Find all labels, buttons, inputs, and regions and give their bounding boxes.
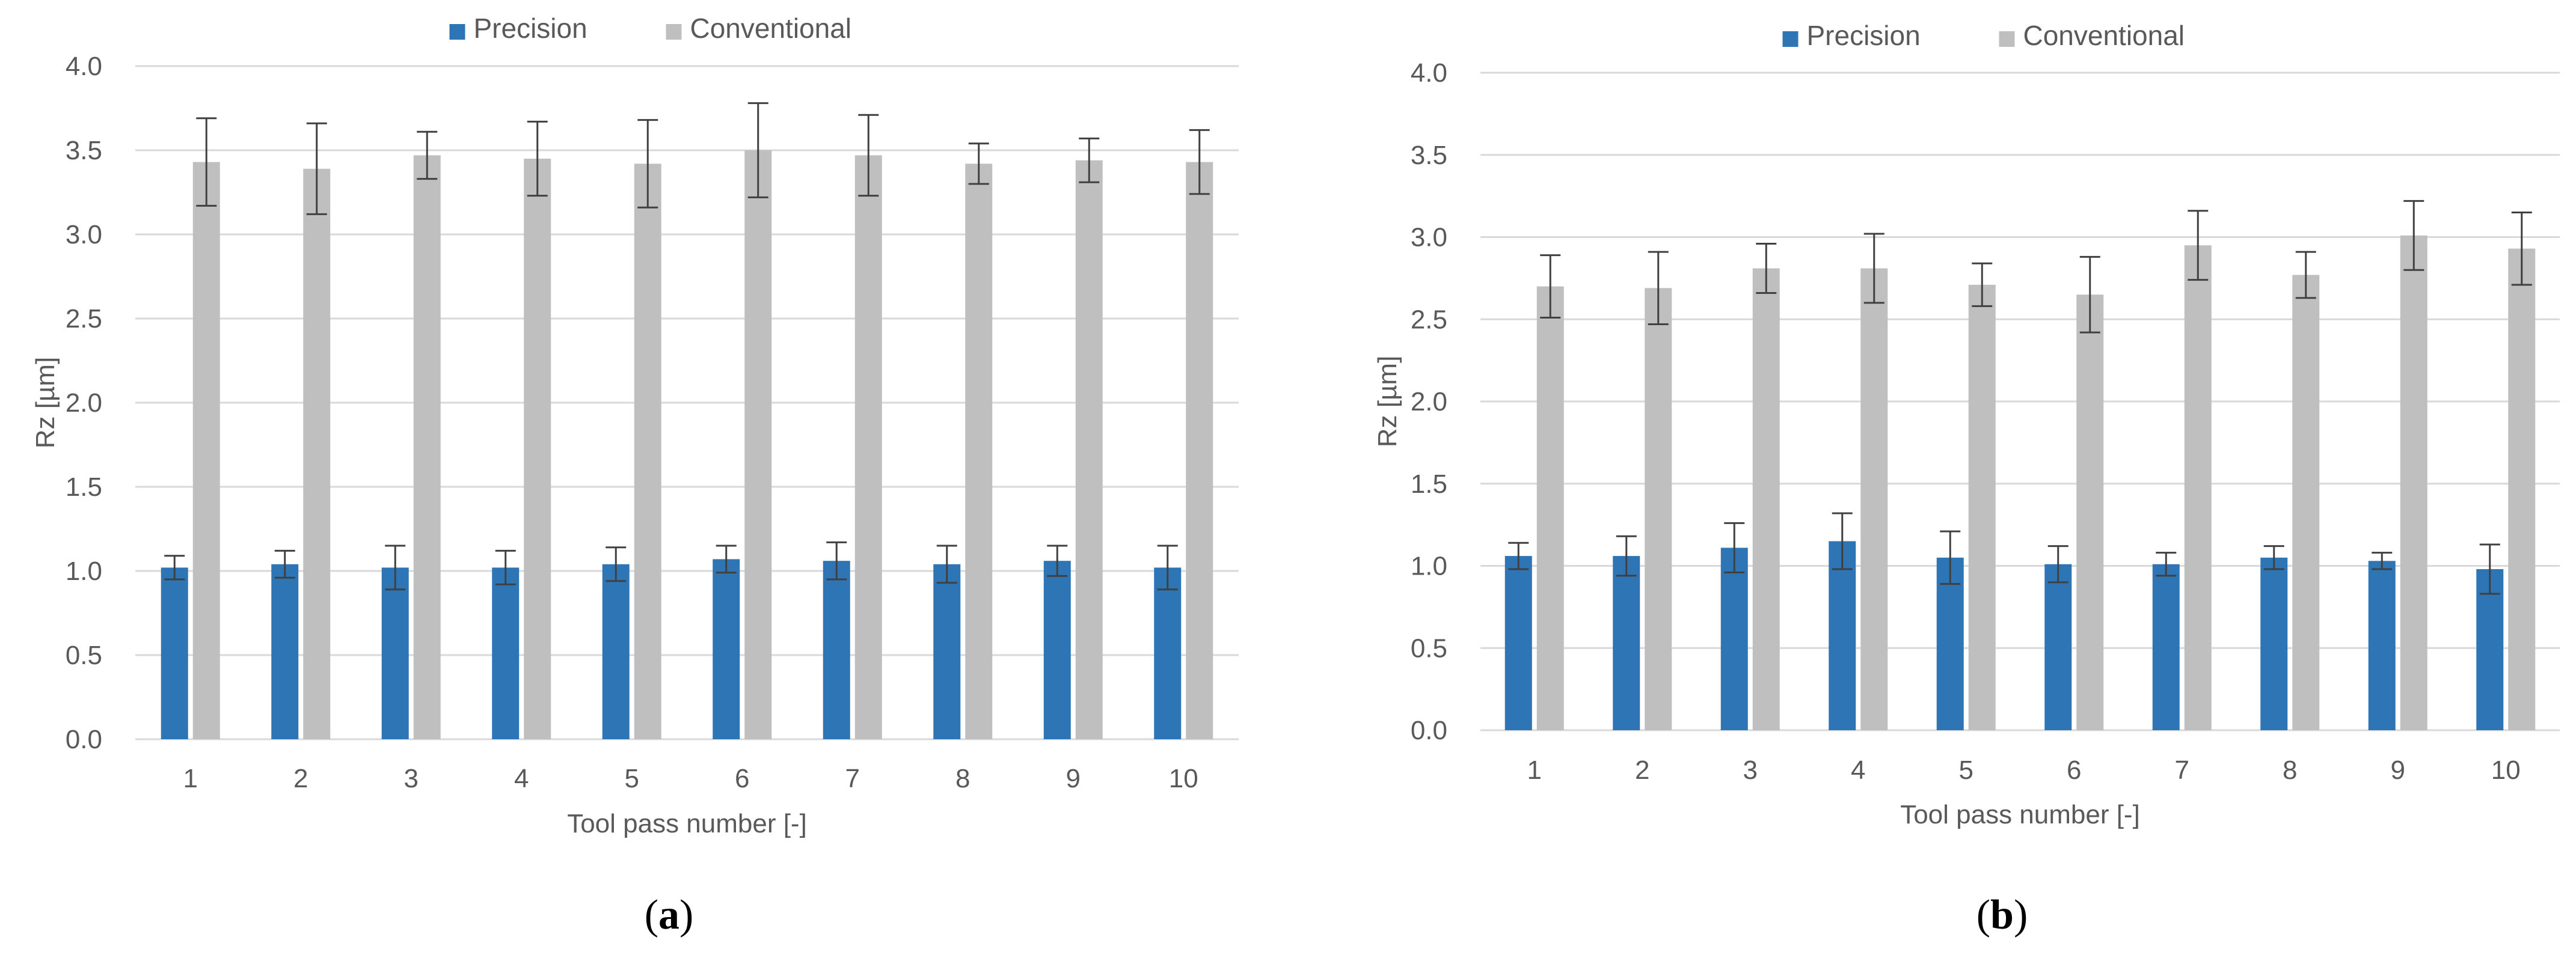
bar-precision [713,559,740,739]
bar-conventional [2508,248,2536,730]
y-tick-label: 1.5 [66,472,102,502]
x-tick-label: 6 [735,764,749,793]
y-tick-label: 0.5 [1411,633,1447,663]
legend-swatch-precision [1782,31,1799,47]
bar-conventional [1536,286,1564,730]
x-tick-label: 2 [1635,755,1649,785]
x-tick-label: 8 [2283,755,2297,785]
bar-conventional [854,155,882,739]
y-tick-label: 2.0 [66,388,102,418]
bar-conventional [1752,268,1780,731]
x-tick-label: 5 [625,764,639,793]
y-tick-label: 1.0 [1411,552,1447,581]
chart-b-svg: 0.0 0.5 1.0 1.5 2.0 2.5 3.0 3.5 4.0 1 2 3 4 5 6 7 8 9 10 To… [1373,20,2560,938]
chart-panel-b: 0.0 0.5 1.0 1.5 2.0 2.5 3.0 3.5 4.0 1 2 3 4 5 6 7 8 9 10 To… [1288,0,2576,955]
y-tick-label: 1.0 [66,557,102,586]
x-tick-label: 3 [1743,755,1758,785]
y-axis-title: Rz [µm] [31,357,60,448]
legend-swatch-conventional [666,24,682,40]
y-tick-label: 3.0 [1411,223,1447,252]
bar-conventional [1075,160,1103,739]
bar-conventional [2292,275,2320,730]
x-tick-label: 4 [514,764,529,793]
bar-conventional [1860,268,1888,731]
legend-label-conventional: Conventional [2023,20,2185,51]
bar-conventional [1186,162,1213,740]
bar-conventional [634,163,661,739]
y-tick-label: 4.0 [1411,58,1447,88]
x-axis-title: Tool pass number [-] [1900,800,2140,829]
x-tick-label: 5 [1959,755,1973,785]
legend-label-precision: Precision [1807,20,1921,51]
bar-conventional [1968,284,1996,730]
y-tick-label: 2.5 [1411,305,1447,334]
y-tick-label: 3.0 [66,220,102,249]
bar-precision [2260,557,2288,730]
x-tick-label: 9 [1066,764,1081,793]
bar-precision [1043,561,1071,739]
bar-precision [1154,567,1182,739]
bar-precision [1504,556,1532,730]
bar-precision [2476,569,2504,730]
bar-precision [492,567,520,739]
y-tick-label: 0.0 [1411,716,1447,745]
x-tick-label: 1 [1527,755,1542,785]
bar-precision [1936,557,1964,730]
x-tick-label: 10 [1169,764,1198,793]
legend-swatch-precision [449,24,465,40]
x-tick-label: 6 [2067,755,2081,785]
x-tick-label: 3 [404,764,419,793]
bar-conventional [2400,235,2427,730]
bar-precision [2044,564,2072,730]
bar-conventional [413,155,441,739]
x-tick-label: 8 [955,764,970,793]
bar-precision [271,564,299,739]
bar-conventional [303,168,331,739]
x-tick-label: 10 [2491,755,2521,785]
bar-conventional [1645,288,1672,730]
chart-a-svg: 0.0 0.5 1.0 1.5 2.0 2.5 3.0 3.5 4.0 1 2 3 4 5 6 7 8 9 10 To… [31,13,1239,938]
bar-conventional [744,150,772,739]
bar-conventional [2184,245,2212,730]
y-tick-label: 2.0 [1411,387,1447,416]
legend-label-precision: Precision [474,13,587,44]
x-tick-label: 4 [1851,755,1865,785]
y-tick-label: 0.5 [66,641,102,670]
y-tick-label: 2.5 [66,304,102,334]
bar-precision [381,567,409,739]
panel-label: (a) [645,892,694,938]
x-axis-title: Tool pass number [-] [567,809,807,838]
y-tick-label: 0.0 [66,725,102,754]
y-tick-label: 3.5 [1411,141,1447,170]
x-tick-label: 7 [2175,755,2189,785]
bar-precision [1613,556,1640,730]
bar-conventional [524,159,551,739]
bar-precision [933,564,961,739]
bar-precision [1829,541,1856,730]
bar-precision [602,564,630,739]
bar-precision [823,561,850,739]
bar-conventional [2076,294,2104,731]
bar-precision [161,567,188,739]
y-tick-label: 4.0 [66,52,102,81]
bar-conventional [965,163,993,739]
panel-label: (b) [1976,892,2028,938]
x-tick-label: 2 [293,764,308,793]
x-tick-label: 9 [2391,755,2405,785]
bar-precision [2152,564,2180,730]
legend-swatch-conventional [1999,31,2015,47]
y-axis-title: Rz [µm] [1373,356,1402,447]
y-tick-label: 3.5 [66,136,102,165]
bar-precision [2368,561,2396,730]
bar-conventional [192,162,220,740]
x-tick-label: 1 [183,764,198,793]
y-tick-label: 1.5 [1411,469,1447,499]
bar-precision [1720,548,1748,730]
x-tick-label: 7 [845,764,860,793]
legend-label-conventional: Conventional [690,13,852,44]
chart-panel-a: 0.0 0.5 1.0 1.5 2.0 2.5 3.0 3.5 4.0 1 2 3 4 5 6 7 8 9 10 To… [31,13,1239,938]
